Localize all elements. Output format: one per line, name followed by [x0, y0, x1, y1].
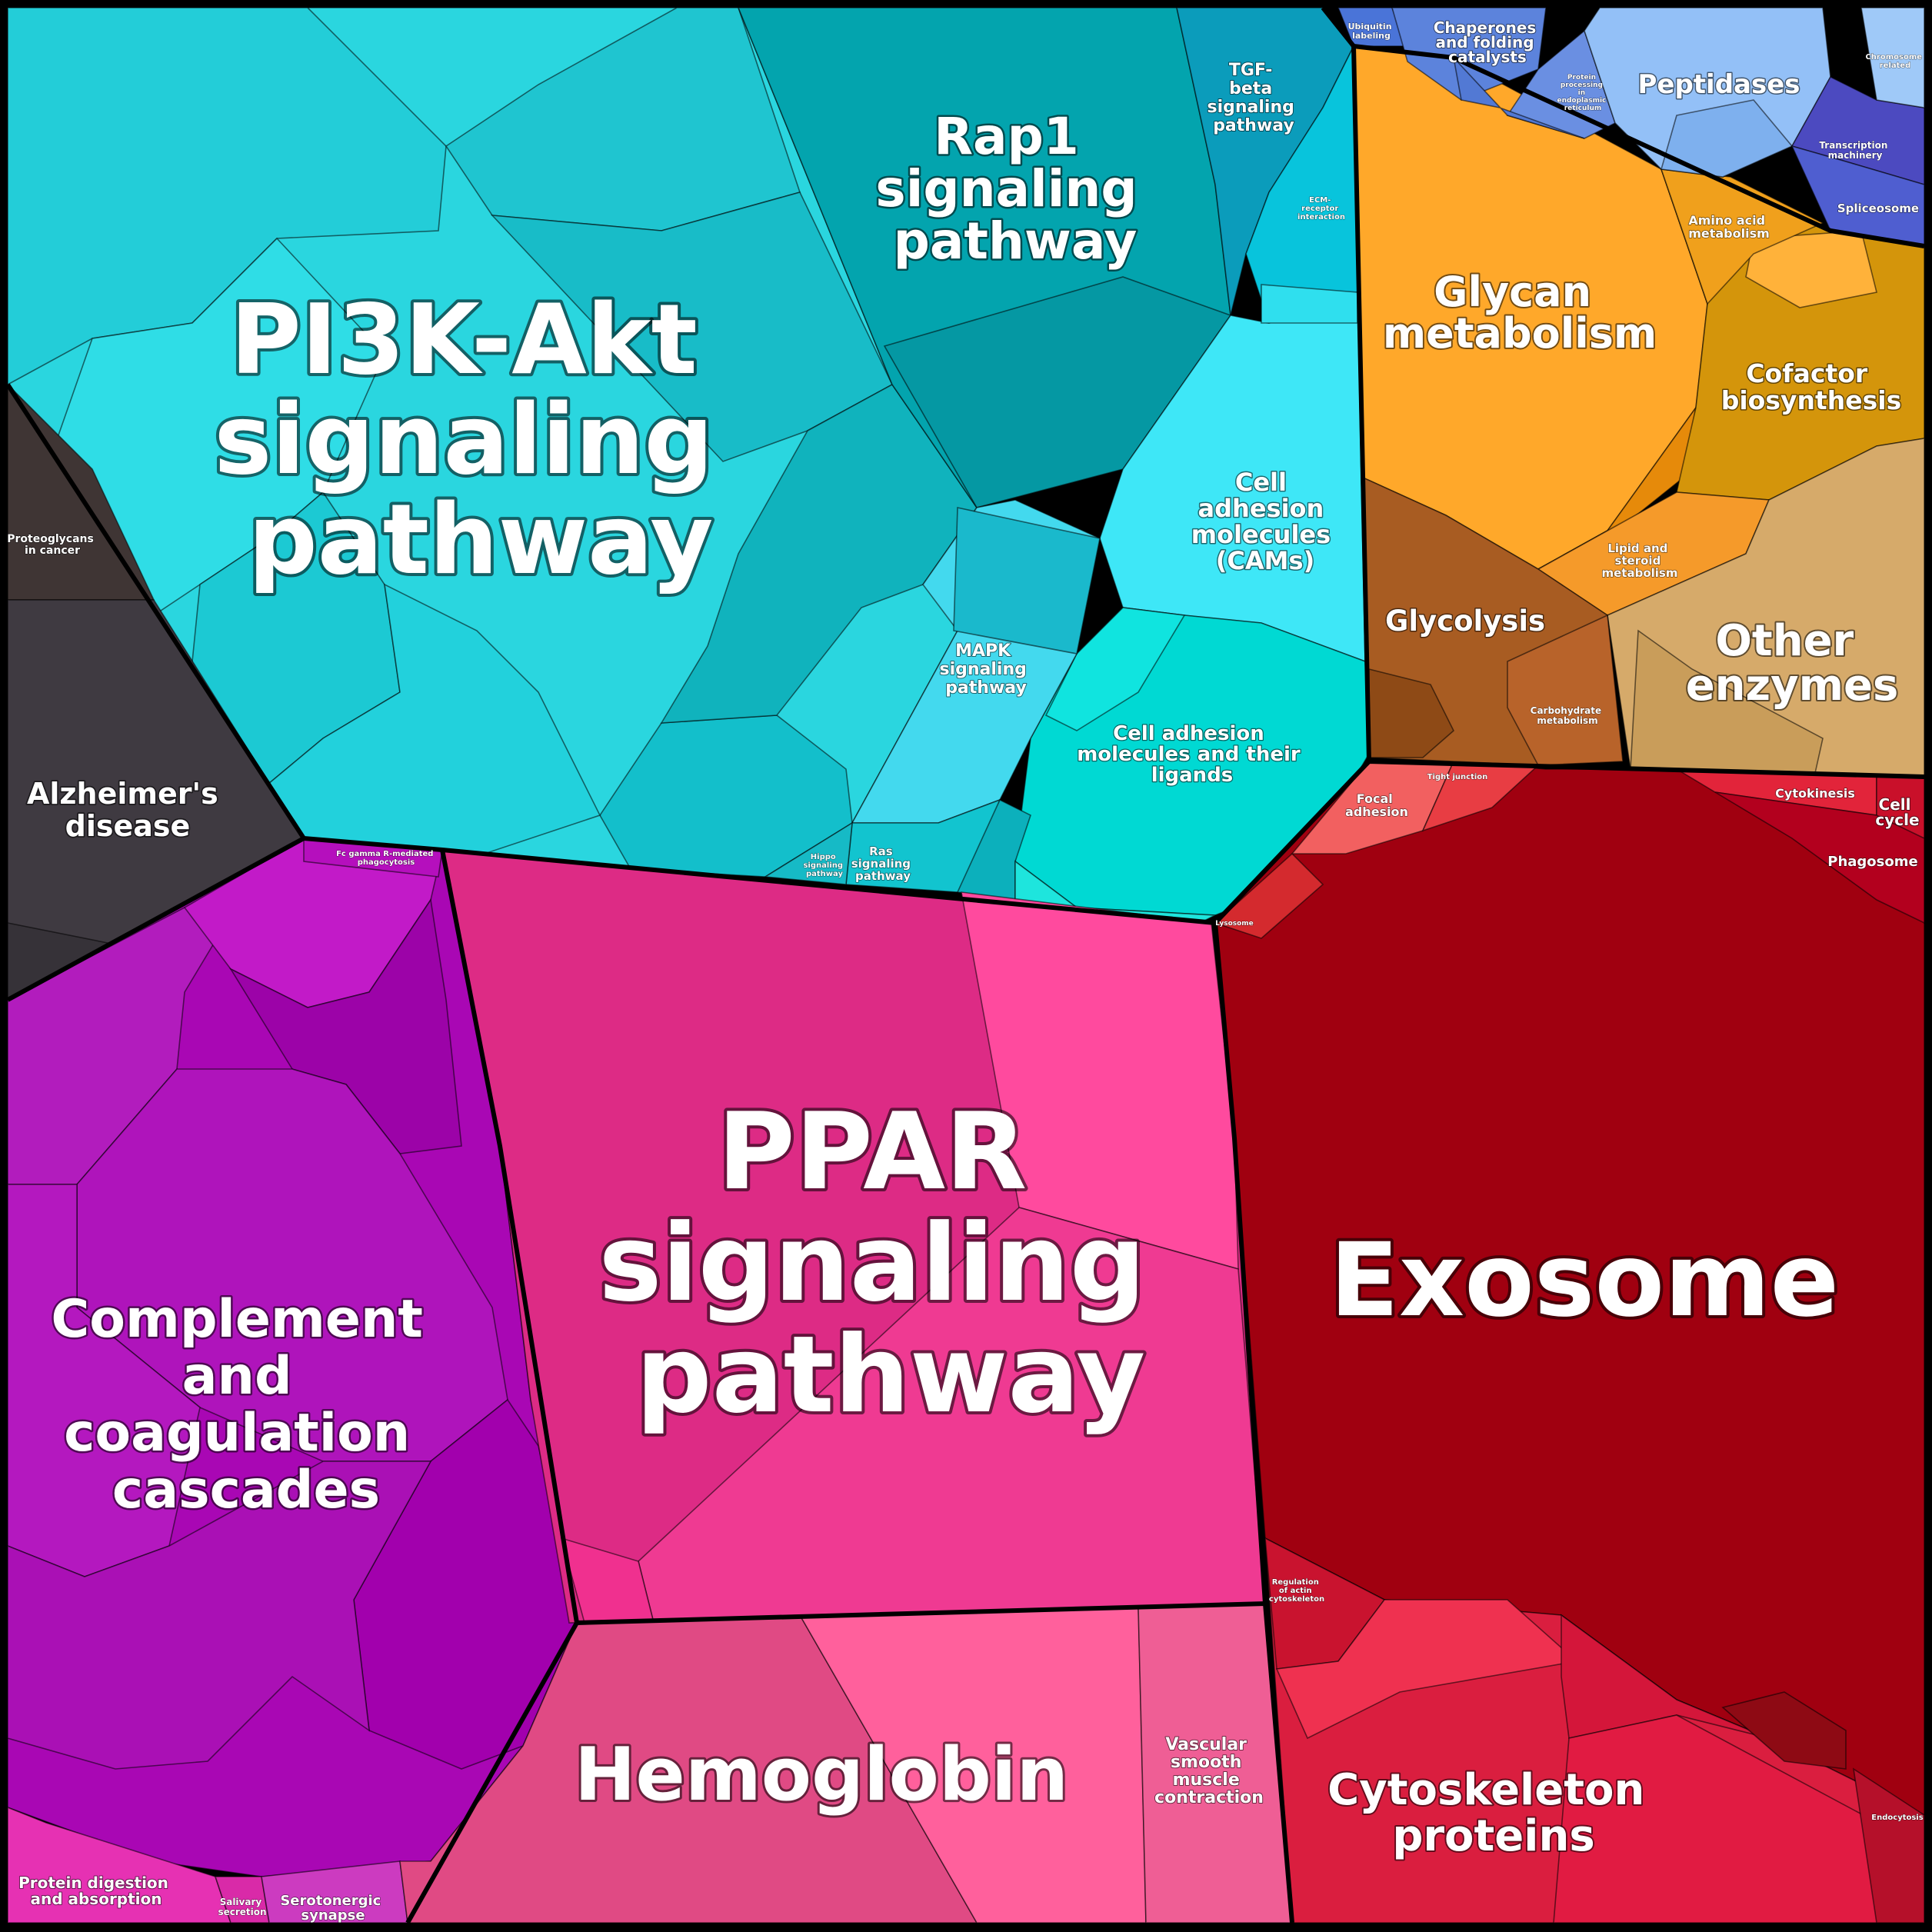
label-cell-adhesion-ligands: Cell adhesion molecules and their ligand… [1077, 722, 1307, 787]
label-salivary: Salivary secretion [218, 1897, 266, 1917]
cell-protein-processing[interactable] [1506, 29, 1616, 139]
region-ppar [399, 849, 1293, 1924]
label-focal-adhesion: Focal adhesion [1345, 791, 1408, 819]
label-other-enzymes: Other enzymes [1686, 616, 1899, 711]
label-exosome: Exosome [1330, 1221, 1839, 1340]
label-chromosome: Chromosome related [1865, 53, 1924, 70]
region-signaling [7, 7, 1370, 1001]
label-cofactor: Cofactor biosynthesis [1721, 358, 1902, 415]
label-glycan: Glycan metabolism [1383, 268, 1657, 358]
region-complement [7, 838, 578, 1924]
label-regulation-actin: Regulation of actin cytoskeleton [1269, 1578, 1324, 1604]
cell-lysosome[interactable] [1214, 852, 1324, 939]
label-ecm-receptor: ECM- receptor interaction [1297, 196, 1345, 222]
label-serotonergic: Serotonergic synapse [280, 1893, 385, 1924]
label-phagosome: Phagosome [1827, 854, 1917, 870]
cell-peptidases-sub [1660, 99, 1794, 178]
label-proteoglycans: Proteoglycans in cancer [7, 533, 97, 557]
label-protein-processing: Protein processing in endoplasmic reticu… [1557, 74, 1608, 112]
label-amino-acid: Amino acid metabolism [1688, 213, 1770, 241]
label-tight-junction: Tight junction [1427, 773, 1488, 781]
label-tgf-beta: TGF- beta signaling pathway [1207, 61, 1300, 135]
label-fc-gamma: Fc gamma R-mediated phagocytosis [336, 850, 436, 867]
label-cell-cycle: Cell cycle [1875, 795, 1919, 829]
label-hippo: Hippo signaling pathway [803, 853, 845, 878]
label-mapk: MAPK signaling pathway [939, 641, 1032, 698]
label-protein-digestion: Protein digestion and absorption [18, 1874, 174, 1908]
label-transcription: Transcription machinery [1819, 140, 1890, 161]
label-glycolysis: Glycolysis [1385, 605, 1545, 638]
label-complement: Complement and coagulation cascades [51, 1289, 441, 1521]
label-cytoskeleton: Cytoskeleton proteins [1327, 1765, 1660, 1861]
label-ubiquitin: Ubiquitin labeling [1348, 22, 1395, 41]
region-exosome [1214, 761, 1925, 1924]
labels: PI3K-Akt signaling pathway Rap1 signalin… [7, 18, 1924, 1924]
label-cams: Cell adhesion molecules (CAMs) [1191, 468, 1340, 575]
label-alzheimers: Alzheimer's disease [27, 777, 228, 843]
cell-cytoskeleton-sub1 [1275, 1599, 1578, 1740]
cell-hippo[interactable] [763, 821, 853, 885]
cell-protein-sub [1452, 55, 1585, 139]
label-peptidases: Peptidases [1637, 69, 1800, 100]
label-endocytosis: Endocytosis [1871, 1814, 1923, 1822]
cell-adhesion-ligands-sub [1044, 607, 1186, 731]
label-ras: Ras signaling pathway [851, 844, 915, 883]
label-lysosome: Lysosome [1215, 920, 1254, 928]
label-chaperones: Chaperones and folding catalysts [1434, 18, 1542, 66]
label-lipid-steroid: Lipid and steroid metabolism [1602, 541, 1678, 580]
label-pi3k-akt: PI3K-Akt signaling pathway [214, 283, 747, 596]
label-ppar: PPAR signaling pathway [598, 1090, 1182, 1437]
label-carbohydrate: Carbohydrate metabolism [1531, 705, 1605, 726]
label-spliceosome: Spliceosome [1837, 202, 1919, 215]
region-proteins [1337, 7, 1925, 247]
label-rap1: Rap1 signaling pathway [875, 107, 1154, 271]
label-vascular: Vascular smooth muscle contraction [1154, 1735, 1264, 1807]
cell-mapk-sub [953, 507, 1101, 655]
cell-carbohydrate[interactable] [1507, 614, 1624, 766]
label-hemoglobin: Hemoglobin [575, 1733, 1068, 1817]
region-borders [5, 6, 1925, 1924]
cell-exosome-sub2 [1721, 1691, 1847, 1770]
label-cytokinesis: Cytokinesis [1775, 786, 1855, 801]
